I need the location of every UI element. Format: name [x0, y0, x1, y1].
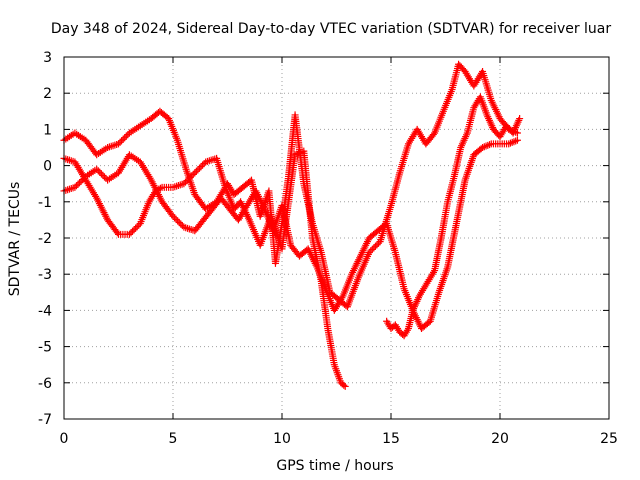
data-point: [71, 183, 79, 191]
data-point: [129, 227, 137, 235]
data-point: [65, 185, 73, 193]
data-point: [207, 156, 215, 164]
data-point: [370, 244, 378, 252]
data-point: [367, 247, 375, 255]
data-point: [93, 165, 101, 173]
plot-frame: [63, 56, 610, 420]
data-point: [133, 223, 141, 231]
data-point: [373, 241, 381, 249]
x-tick-label: 20: [491, 431, 509, 447]
series-points: [383, 93, 524, 340]
axis-ticks: 0 5 10 15 20 25 -7 -6 -5 -4 -3 -2 -1 0 1 2 3: [38, 50, 618, 447]
data-point: [76, 179, 84, 187]
y-tick-label: 1: [43, 122, 52, 138]
x-tick-label: 25: [600, 431, 618, 447]
data-point: [109, 142, 117, 150]
data-point: [113, 229, 121, 237]
data-points: [60, 60, 524, 390]
data-point: [175, 218, 183, 226]
y-tick-label: -4: [38, 303, 52, 319]
data-point: [185, 225, 193, 233]
x-tick-label: 0: [60, 431, 69, 447]
data-point: [194, 166, 202, 174]
x-tick-label: 10: [273, 431, 291, 447]
y-tick-label: -6: [38, 376, 52, 392]
data-point: [429, 131, 437, 139]
data-point: [122, 132, 130, 140]
data-point: [62, 155, 70, 163]
data-point: [171, 183, 179, 191]
data-point: [516, 115, 524, 123]
data-point: [96, 168, 104, 176]
data-point: [99, 171, 107, 179]
data-point: [100, 173, 108, 181]
data-point: [64, 156, 72, 164]
data-point: [340, 381, 348, 389]
y-tick-label: -7: [38, 412, 52, 428]
data-point: [365, 248, 373, 256]
data-point: [202, 158, 210, 166]
data-point: [74, 180, 82, 188]
data-point: [180, 180, 188, 188]
data-point: [371, 242, 379, 250]
data-point: [130, 226, 138, 234]
data-point: [192, 167, 200, 175]
data-point: [171, 214, 179, 222]
y-tick-label: -2: [38, 231, 52, 247]
y-tick-label: -5: [38, 340, 52, 356]
data-point: [174, 217, 182, 225]
data-point: [195, 164, 203, 172]
data-point: [64, 186, 72, 194]
chart-title: Day 348 of 2024, Sidereal Day-to-day VTE…: [51, 21, 612, 37]
data-point: [115, 140, 122, 148]
data-point: [65, 156, 73, 164]
data-point: [118, 137, 126, 145]
data-point: [77, 177, 85, 185]
data-point: [94, 167, 102, 175]
data-point: [197, 163, 205, 171]
y-tick-label: 2: [43, 86, 52, 102]
data-point: [513, 136, 521, 144]
data-point: [172, 215, 180, 223]
data-point: [375, 239, 383, 247]
data-point: [97, 170, 105, 178]
x-axis-label: GPS time / hours: [276, 458, 393, 474]
x-tick-label: 15: [382, 431, 400, 447]
data-point: [121, 134, 129, 142]
x-tick-label: 5: [169, 431, 178, 447]
data-point: [135, 221, 143, 229]
data-point: [116, 138, 124, 146]
data-point: [341, 382, 349, 390]
data-point: [177, 220, 185, 228]
data-point: [119, 135, 127, 143]
series-points: [60, 136, 521, 332]
data-point: [199, 161, 207, 169]
y-tick-label: -1: [38, 195, 52, 211]
y-tick-label: 0: [43, 159, 52, 175]
data-point: [189, 170, 197, 178]
data-point: [132, 224, 140, 232]
data-point: [191, 169, 199, 177]
data-point: [125, 230, 133, 238]
data-point: [173, 182, 181, 190]
y-tick-label: -3: [38, 267, 52, 283]
data-point: [174, 182, 182, 190]
data-point: [180, 223, 188, 231]
data-point: [127, 229, 135, 237]
data-point: [62, 186, 70, 194]
data-point: [79, 176, 87, 184]
data-point: [368, 245, 376, 253]
data-point: [156, 184, 164, 192]
data-point: [169, 212, 177, 220]
data-point: [72, 182, 80, 190]
y-axis-label: SDTVAR / TECUs: [7, 182, 23, 297]
data-point: [181, 178, 189, 186]
y-tick-label: 3: [43, 50, 52, 66]
